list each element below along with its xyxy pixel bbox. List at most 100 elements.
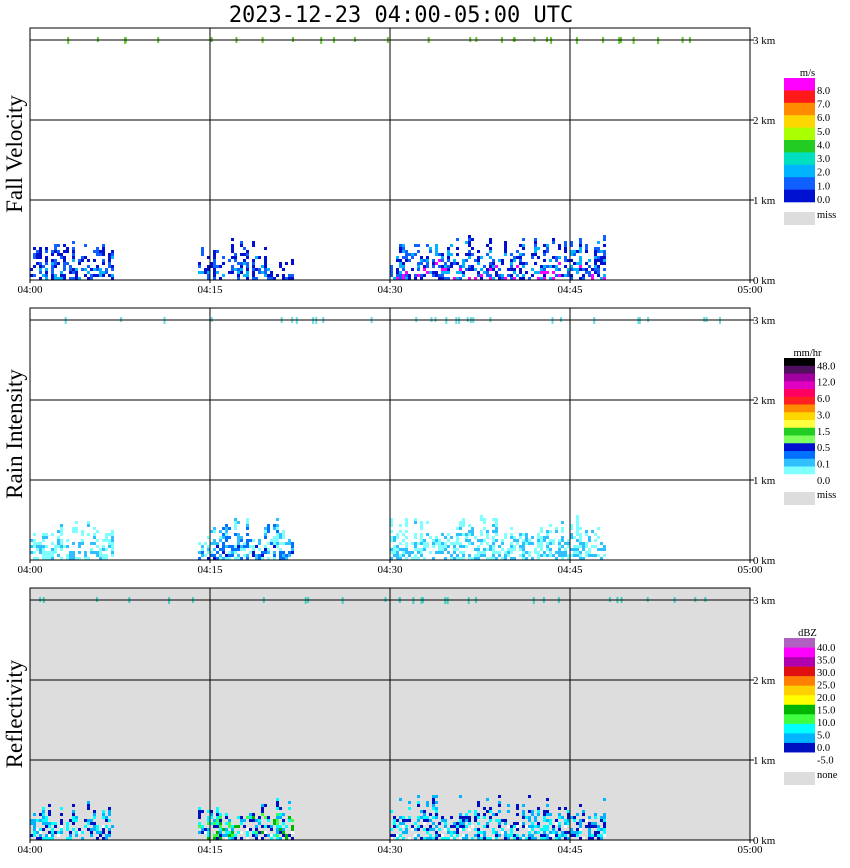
echo-cell [597, 271, 600, 274]
colorbar-swatch [784, 427, 815, 436]
echo-cell [423, 837, 426, 840]
echo-cell [480, 533, 483, 536]
echo-cell [66, 557, 69, 560]
echo-cell [393, 548, 396, 551]
echo-cell [291, 548, 294, 551]
echo-region-3 [390, 515, 606, 560]
echo-cell [279, 557, 282, 560]
echo-cell [108, 262, 111, 265]
echo-cell [435, 807, 438, 810]
echo-cell [462, 274, 465, 277]
echo-cell [108, 256, 111, 259]
echo-cell [402, 825, 405, 828]
echo-cell [30, 834, 33, 837]
echo-cell [486, 536, 489, 539]
echo-cell [234, 825, 237, 828]
echo-cell [429, 834, 432, 837]
echo-cell [285, 834, 288, 837]
echo-cell [546, 837, 549, 840]
colorbar-swatch [784, 657, 815, 667]
echo-cell [252, 244, 255, 247]
echo-cell [51, 548, 54, 551]
echo-cell [549, 834, 552, 837]
echo-cell [255, 834, 258, 837]
echo-cell [216, 831, 219, 834]
echo-cell [243, 819, 246, 822]
echo-cell [402, 247, 405, 250]
echo-cell [504, 551, 507, 554]
echo-cell [393, 816, 396, 819]
echo-cell [549, 551, 552, 554]
echo-cell [396, 268, 399, 271]
colorbar-label: 10.0 [817, 718, 835, 729]
echo-cell [225, 557, 228, 560]
echo-cell [396, 277, 399, 280]
echo-cell [213, 548, 216, 551]
echo-cell [408, 551, 411, 554]
echo-cell [570, 524, 573, 527]
echo-cell [498, 795, 501, 798]
echo-cell [255, 825, 258, 828]
echo-cell [492, 551, 495, 554]
echo-cell [570, 265, 573, 268]
echo-cell [198, 825, 201, 828]
echo-cell [210, 551, 213, 554]
echo-cell [594, 816, 597, 819]
echo-cell [501, 277, 504, 280]
echo-cell [108, 831, 111, 834]
echo-cell [282, 819, 285, 822]
echo-cell [93, 825, 96, 828]
echo-cell [48, 825, 51, 828]
echo-cell [285, 554, 288, 557]
echo-cell [417, 801, 420, 804]
echo-cell [588, 828, 591, 831]
echo-cell [576, 521, 579, 524]
y-tick-label: 2 km [753, 395, 776, 407]
echo-cell [582, 837, 585, 840]
echo-cell [216, 816, 219, 819]
echo-cell [264, 268, 267, 271]
echo-cell [468, 277, 471, 280]
echo-cell [219, 813, 222, 816]
echo-cell [48, 551, 51, 554]
echo-cell [459, 795, 462, 798]
echo-cell [564, 259, 567, 262]
echo-cell [105, 825, 108, 828]
echo-cell [63, 265, 66, 268]
echo-cell [594, 256, 597, 259]
echo-cell [72, 271, 75, 274]
echo-region-2 [198, 518, 294, 560]
echo-cell [111, 265, 114, 268]
echo-cell [432, 828, 435, 831]
echo-cell [444, 265, 447, 268]
echo-cell [552, 241, 555, 244]
echo-cell [69, 277, 72, 280]
echo-cell [549, 819, 552, 822]
echo-cell [228, 822, 231, 825]
echo-cell [270, 834, 273, 837]
colorbar-label: 40.0 [817, 643, 835, 654]
echo-cell [450, 825, 453, 828]
echo-cell [291, 837, 294, 840]
echo-cell [534, 837, 537, 840]
echo-cell [234, 551, 237, 554]
echo-cell [45, 825, 48, 828]
echo-cell [201, 554, 204, 557]
echo-cell [252, 268, 255, 271]
echo-cell [96, 265, 99, 268]
echo-cell [252, 548, 255, 551]
echo-cell [270, 825, 273, 828]
echo-cell [447, 259, 450, 262]
echo-cell [465, 816, 468, 819]
echo-cell [555, 822, 558, 825]
echo-cell [561, 834, 564, 837]
echo-cell [552, 539, 555, 542]
echo-cell [432, 539, 435, 542]
echo-cell [471, 533, 474, 536]
echo-cell [501, 539, 504, 542]
echo-cell [84, 557, 87, 560]
x-tick-label: 04:00 [17, 564, 43, 576]
echo-cell [522, 822, 525, 825]
echo-cell [543, 810, 546, 813]
